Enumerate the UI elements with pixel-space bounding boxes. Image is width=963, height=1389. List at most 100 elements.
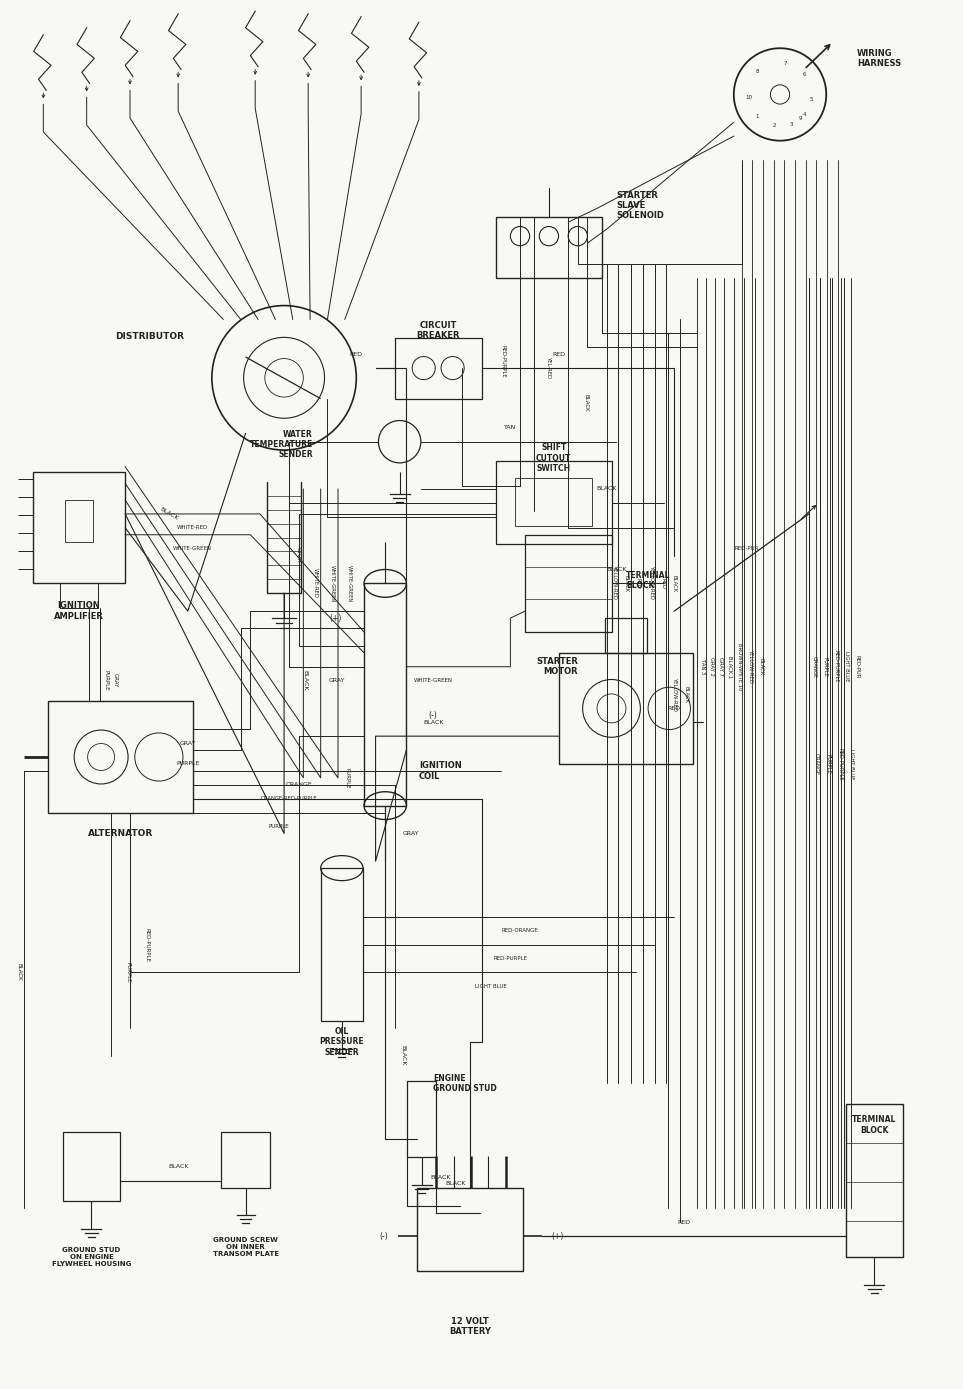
Text: PURPLE: PURPLE [825,754,831,774]
Text: ORANGE: ORANGE [814,753,820,775]
Text: WHITE-RED: WHITE-RED [177,525,208,531]
Text: (+): (+) [329,614,342,622]
Bar [221,1132,270,1188]
Bar [605,618,647,653]
Text: BLACK: BLACK [400,1046,405,1065]
Bar [63,1132,120,1201]
Text: RED-PURPLE: RED-PURPLE [837,747,843,781]
Text: ENGINE
GROUND STUD: ENGINE GROUND STUD [433,1074,497,1093]
Text: 12 VOLT
BATTERY: 12 VOLT BATTERY [449,1317,491,1336]
Text: ALTERNATOR: ALTERNATOR [88,829,153,838]
Text: RED: RED [350,351,363,357]
Text: 1: 1 [756,114,759,119]
Text: BLACK: BLACK [158,507,179,521]
Text: TAN: TAN [505,425,516,431]
Text: 3: 3 [789,122,793,126]
Text: GRAY: GRAY [113,674,118,688]
Text: 2: 2 [772,124,776,128]
Text: IGNITION
AMPLIFIER: IGNITION AMPLIFIER [54,601,104,621]
Bar [525,535,612,632]
Text: GRAY: GRAY [403,831,419,836]
Text: RED: RED [660,578,665,589]
Text: BLACK: BLACK [606,567,627,572]
Text: RED: RED [677,1220,690,1225]
Text: RED: RED [552,351,565,357]
Text: WATER
TEMPERATURE
SENDER: WATER TEMPERATURE SENDER [249,429,313,460]
Text: 7: 7 [784,61,788,65]
Text: TERMINAL
BLOCK: TERMINAL BLOCK [626,571,670,590]
Bar [496,461,612,544]
Bar [417,1188,523,1271]
Text: BLACK: BLACK [623,575,629,592]
Text: PURPLE: PURPLE [125,963,131,982]
Text: 6: 6 [802,71,806,76]
Bar [407,1081,436,1157]
Text: OIL
PRESSURE
SENDER: OIL PRESSURE SENDER [320,1026,364,1057]
Text: BLACK: BLACK [758,658,764,675]
Text: WHITE-GREEN: WHITE-GREEN [329,565,335,601]
Text: WHITE-GREEN: WHITE-GREEN [414,678,453,683]
Text: YELLOW-RED: YELLOW-RED [612,567,617,600]
Bar [33,472,125,583]
Text: BLACK: BLACK [423,720,444,725]
Text: RED-PUR: RED-PUR [734,546,759,551]
Text: 4: 4 [802,113,806,118]
Bar [559,653,693,764]
Text: STARTER
MOTOR: STARTER MOTOR [536,657,578,676]
Text: YELLOW-RED: YELLOW-RED [671,678,677,711]
Text: BLACK: BLACK [583,394,588,411]
Text: BLACK: BLACK [302,671,308,690]
Text: BLACK: BLACK [445,1181,466,1186]
Text: RED: RED [667,706,681,711]
Text: ORANGE-RED-PURPLE: ORANGE-RED-PURPLE [261,796,317,801]
Text: TERMINAL
BLOCK: TERMINAL BLOCK [852,1115,897,1135]
Text: GRAY: GRAY [179,740,196,746]
Text: GRAY 2: GRAY 2 [709,657,715,676]
Bar [515,478,592,526]
Text: LIGHT BLUE: LIGHT BLUE [476,983,507,989]
Text: GRAY 7: GRAY 7 [717,657,723,676]
Text: 10: 10 [744,94,752,100]
Text: BLACK: BLACK [168,1164,189,1170]
Text: BLACK 1: BLACK 1 [727,656,733,678]
Text: WIRING
HARNESS: WIRING HARNESS [857,49,901,68]
Text: RED-PURPLE: RED-PURPLE [493,956,528,961]
Text: GRAY: GRAY [296,547,301,564]
Text: (-): (-) [429,711,437,720]
Text: WHITE-GREEN: WHITE-GREEN [347,565,352,601]
Text: DISTRIBUTOR: DISTRIBUTOR [115,332,184,340]
Text: (+): (+) [552,1232,564,1240]
Text: BROWN-WHITE 10: BROWN-WHITE 10 [737,643,742,690]
Bar [48,701,193,813]
Text: RED-PURPLE: RED-PURPLE [144,928,150,961]
Text: GRAY: GRAY [328,678,346,683]
Text: SHIFT
CUTOUT
SWITCH: SHIFT CUTOUT SWITCH [536,443,571,474]
Bar [395,338,482,399]
Text: PURPLE: PURPLE [822,657,828,676]
Text: STARTER
SLAVE
SOLENOID: STARTER SLAVE SOLENOID [616,190,664,221]
Text: YELLOW-RED: YELLOW-RED [747,650,753,683]
Text: WHITE-RED: WHITE-RED [312,568,318,599]
Bar [60,583,98,608]
Text: 9: 9 [798,117,802,121]
Text: (-): (-) [379,1232,388,1240]
Text: ORANGE: ORANGE [285,782,312,788]
Text: GROUND STUD
ON ENGINE
FLYWHEEL HOUSING: GROUND STUD ON ENGINE FLYWHEEL HOUSING [52,1247,131,1267]
Text: LIGHT BLUE: LIGHT BLUE [844,651,849,682]
Bar [65,500,93,542]
Text: IGNITION
COIL: IGNITION COIL [419,761,461,781]
Bar [846,1104,903,1257]
Text: PURPLE: PURPLE [103,671,109,690]
Bar [364,583,406,806]
Text: GROUND SCREW
ON INNER
TRANSOM PLATE: GROUND SCREW ON INNER TRANSOM PLATE [213,1238,278,1257]
Text: YELLOW-RED: YELLOW-RED [648,567,654,600]
Text: RED-ORANGE: RED-ORANGE [502,928,538,933]
Text: PURPLE: PURPLE [269,824,290,829]
Text: RED-PURPLE: RED-PURPLE [833,650,839,683]
Text: WHITE-GREEN: WHITE-GREEN [173,546,212,551]
Bar [496,217,602,278]
Text: BLACK: BLACK [671,575,677,592]
Text: 8: 8 [756,69,759,75]
Text: TAN 3: TAN 3 [700,660,706,674]
Text: BLACK: BLACK [596,486,617,492]
